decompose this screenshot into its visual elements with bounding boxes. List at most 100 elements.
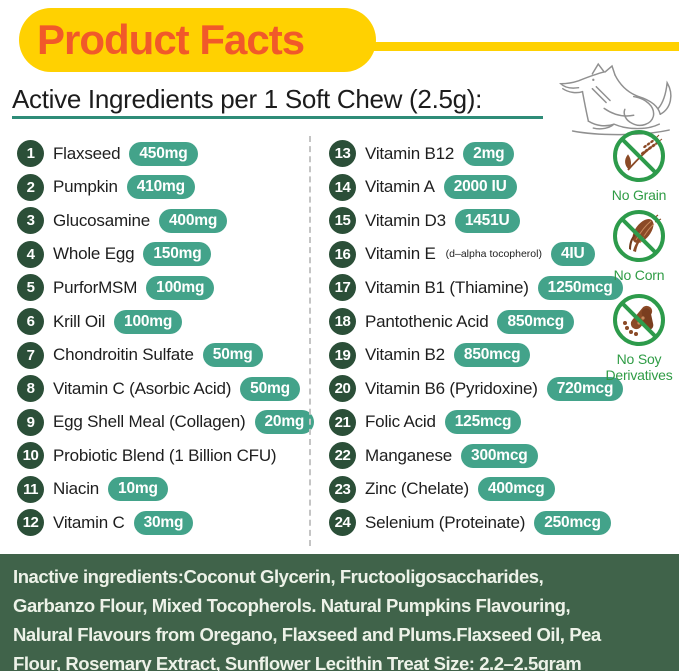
ingredient-name: Vitamin A [365,177,435,197]
ingredient-amount-badge: 2mg [463,141,515,166]
dog-illustration [559,62,672,136]
ingredient-number-badge: 21 [329,408,356,436]
ingredient-row: 10 Probiotic Blend (1 Billion CFU) [17,439,314,473]
ingredient-name: Vitamin B2 [365,345,445,365]
ingredient-row: 9 Egg Shell Meal (Collagen) 20mg [17,405,315,439]
ingredient-name: Selenium (Proteinate) [365,512,526,532]
ingredient-number-badge: 17 [329,274,356,302]
no-corn-icon [613,210,665,262]
ingredient-number-badge: 10 [17,442,44,470]
ingredient-row: 4 Whole Egg 150mg [17,238,314,272]
ingredient-row: 6 Krill Oil 100mg [17,305,314,339]
inactive-ingredients-text-line: Inactive ingredients:Coconut Glycerin, F… [13,566,544,587]
ingredient-name: Vitamin B6 (Pyridoxine) [365,378,538,398]
ingredient-amount-badge: 2000 IU [443,175,517,200]
ingredient-number-badge: 4 [17,240,44,268]
ingredient-amount-badge: 400mg [159,208,228,233]
ingredient-number-badge: 24 [329,509,356,537]
ingredient-row: 14 Vitamin A 2000 IU [329,171,623,205]
ingredient-number-badge: 12 [17,509,44,537]
ingredient-number-badge: 14 [329,173,356,201]
ingredient-name: Vitamin C [53,512,125,532]
ingredient-number-badge: 2 [17,173,44,201]
ingredient-name: Chondroitin Sulfate [53,345,194,365]
heading-underline [12,116,543,119]
ingredient-amount-badge: 10mg [108,477,168,502]
ingredient-row: 2 Pumpkin 410mg [17,171,314,205]
ingredient-row: 23 Zinc (Chelate) 400mcg [329,472,623,506]
inactive-ingredients-band: Inactive ingredients:Coconut Glycerin, F… [0,554,679,671]
ingredient-row: 17 Vitamin B1 (Thiamine) 1250mcg [329,271,623,305]
dietary-badge-no-grain: No Grain [594,129,679,203]
dietary-badge-no-corn: No Corn [594,209,679,283]
ingredient-name: Zinc (Chelate) [365,479,469,499]
ingredient-name: Vitamin B1 (Thiamine) [365,277,529,297]
ingredient-row: 22 Manganese 300mcg [329,439,623,473]
ingredient-number-badge: 3 [17,207,44,235]
ingredient-number-badge: 11 [17,475,44,503]
dietary-badge-label: No Corn [613,267,665,283]
ingredient-number-badge: 8 [17,375,44,403]
ingredient-row: 21 Folic Acid 125mcg [329,405,623,439]
active-ingredients-heading: Active Ingredients per 1 Soft Chew (2.5g… [12,84,483,114]
ingredient-row: 5 PurforMSM 100mg [17,271,314,305]
ingredient-amount-badge: 850mcg [497,309,574,334]
ingredient-row: 20 Vitamin B6 (Pyridoxine) 720mcg [329,372,624,406]
ingredient-amount-badge: 20mg [254,410,315,435]
ingredient-name: Flaxseed [53,143,121,163]
ingredient-amount-badge: 50mg [202,343,263,368]
ingredient-amount-badge: 1451U [454,208,520,233]
ingredient-list-right: 13 Vitamin B12 2mg 14 Vitamin A 2000 IU … [329,137,624,540]
ingredient-row: 7 Chondroitin Sulfate 50mg [17,338,314,372]
ingredient-number-badge: 15 [329,207,356,235]
ingredient-row: 3 Glucosamine 400mg [17,204,314,238]
ingredient-amount-badge: 300mcg [461,443,538,468]
banner-title: Product Facts [37,16,305,63]
ingredient-amount-badge: 125mcg [444,410,522,435]
no-grain-icon [613,130,665,182]
ingredient-row: 16 Vitamin E (d–alpha tocopherol) 4IU [329,238,623,272]
ingredient-name: Whole Egg [53,244,135,264]
ingredient-name: Pantothenic Acid [365,311,489,331]
ingredient-row: 24 Selenium (Proteinate) 250mcg [329,506,623,540]
ingredient-name: Vitamin E [365,244,436,264]
ingredient-amount-badge: 850mcg [453,343,531,368]
inactive-ingredients-text-line: Nalural Flavours from Oregano, Flaxseed … [13,624,601,645]
ingredient-amount-badge: 4IU [550,242,595,267]
ingredient-name: Vitamin C (Asorbic Acid) [53,378,232,398]
ingredient-row: 12 Vitamin C 30mg [17,506,314,540]
ingredient-number-badge: 1 [17,140,44,168]
inactive-ingredients-text-line: Garbanzo Flour, Mixed Tocopherols. Natur… [13,595,571,616]
ingredient-name: Folic Acid [365,412,436,432]
ingredient-number-badge: 9 [17,408,44,436]
ingredient-list-left: 1 Flaxseed 450mg 2 Pumpkin 410mg 3 Gluco… [17,137,315,540]
ingredient-name: PurforMSM [53,277,138,297]
ingredient-row: 19 Vitamin B2 850mcg [329,338,623,372]
ingredient-number-badge: 13 [329,140,356,168]
ingredient-number-badge: 23 [329,475,356,503]
ingredient-number-badge: 20 [329,375,356,403]
ingredient-amount-badge: 50mg [240,376,300,401]
column-divider [309,136,311,546]
ingredient-amount-badge: 100mg [146,275,215,300]
ingredient-amount-badge: 450mg [129,141,198,166]
dietary-badge-label: No Grain [611,187,667,203]
ingredient-row: 1 Flaxseed 450mg [17,137,314,171]
ingredient-number-badge: 7 [17,341,44,369]
ingredient-name: Glucosamine [53,210,151,230]
ingredient-name: Niacin [53,479,100,499]
ingredient-amount-badge: 100mg [114,309,183,334]
ingredient-amount-badge: 1250mcg [537,275,623,300]
ingredient-amount-badge: 250mcg [534,510,611,535]
ingredient-number-badge: 16 [329,240,356,268]
ingredient-amount-badge: 150mg [143,242,212,267]
ingredient-number-badge: 18 [329,308,356,335]
ingredient-name: Manganese [365,445,453,465]
ingredient-number-badge: 5 [17,274,44,302]
ingredient-amount-badge: 410mg [126,175,195,200]
inactive-ingredients-text-line: Flour, Rosemary Extract, Sunflower Lecit… [13,653,582,671]
ingredient-row: 8 Vitamin C (Asorbic Acid) 50mg [17,372,314,406]
no-soy-icon [613,294,665,346]
product-facts-banner: Product Facts [19,8,376,72]
